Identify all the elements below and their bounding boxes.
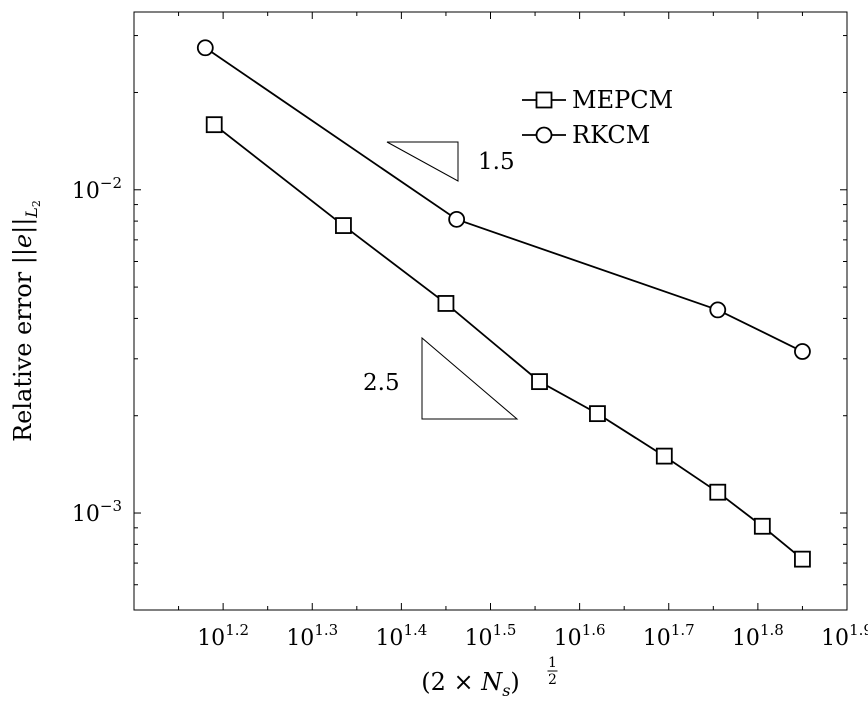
data-series xyxy=(196,39,811,568)
x-axis-label: (2 × Ns) xyxy=(421,668,520,700)
data-point-circle xyxy=(709,301,727,319)
x-tick-label: 101.3 xyxy=(286,621,338,651)
series-rkcm xyxy=(196,39,811,360)
data-point-square xyxy=(437,295,455,312)
slope-label-1: 1.5 xyxy=(478,149,515,175)
x-tick-label: 101.4 xyxy=(375,621,427,651)
y-tick-label: 10−2 xyxy=(72,174,122,204)
x-tick-label: 101.8 xyxy=(732,621,784,651)
legend-label: RKCM xyxy=(572,121,650,149)
x-tick-label: 101.2 xyxy=(197,621,249,651)
x-label-exp-den: 2 xyxy=(548,672,557,688)
y-axis-label: Relative error ||e||L2 xyxy=(9,200,43,442)
slope-triangle-1 xyxy=(386,141,459,182)
slope-label-2: 2.5 xyxy=(363,370,400,396)
y-tick-label: 10−3 xyxy=(72,497,122,527)
x-tick-label: 101.9 xyxy=(821,621,868,651)
data-point-square xyxy=(794,550,811,568)
x-tick-label: 101.6 xyxy=(554,621,606,651)
slope-annotations: 1.5 2.5 xyxy=(363,141,519,420)
legend-label: MEPCM xyxy=(572,86,673,114)
data-point-square xyxy=(205,116,223,134)
legend-marker-circle xyxy=(535,126,553,144)
data-point-circle xyxy=(448,210,466,228)
slope-triangle-2 xyxy=(421,336,519,420)
x-label-exp-num: 1 xyxy=(548,655,557,671)
data-point-square xyxy=(531,373,548,391)
data-point-circle xyxy=(794,343,811,360)
data-point-square xyxy=(589,405,606,423)
data-point-square xyxy=(753,517,771,535)
data-point-square xyxy=(655,447,673,465)
x-tick-label: 101.5 xyxy=(465,621,517,651)
legend-marker-square xyxy=(535,91,553,109)
x-tick-label: 101.7 xyxy=(643,621,695,651)
data-point-circle xyxy=(196,39,214,57)
plot-frame xyxy=(133,11,848,611)
data-point-square xyxy=(709,483,727,501)
series-mepcm xyxy=(205,116,811,568)
legend: MEPCM RKCM xyxy=(522,86,673,149)
legend-entry-rkcm: RKCM xyxy=(522,121,650,149)
axis-labels: (2 × Ns) 12 Relative error ||e||L2 xyxy=(9,200,558,700)
data-point-square xyxy=(335,217,352,234)
series-line-rkcm xyxy=(204,47,803,353)
tick-labels: 101.2 101.3 101.4 101.5 101.6 101.7 101.8 101.9… xyxy=(72,174,868,651)
axis-ticks xyxy=(134,12,848,610)
plot-frame-rect xyxy=(133,11,848,611)
legend-entry-mepcm: MEPCM xyxy=(522,86,673,114)
